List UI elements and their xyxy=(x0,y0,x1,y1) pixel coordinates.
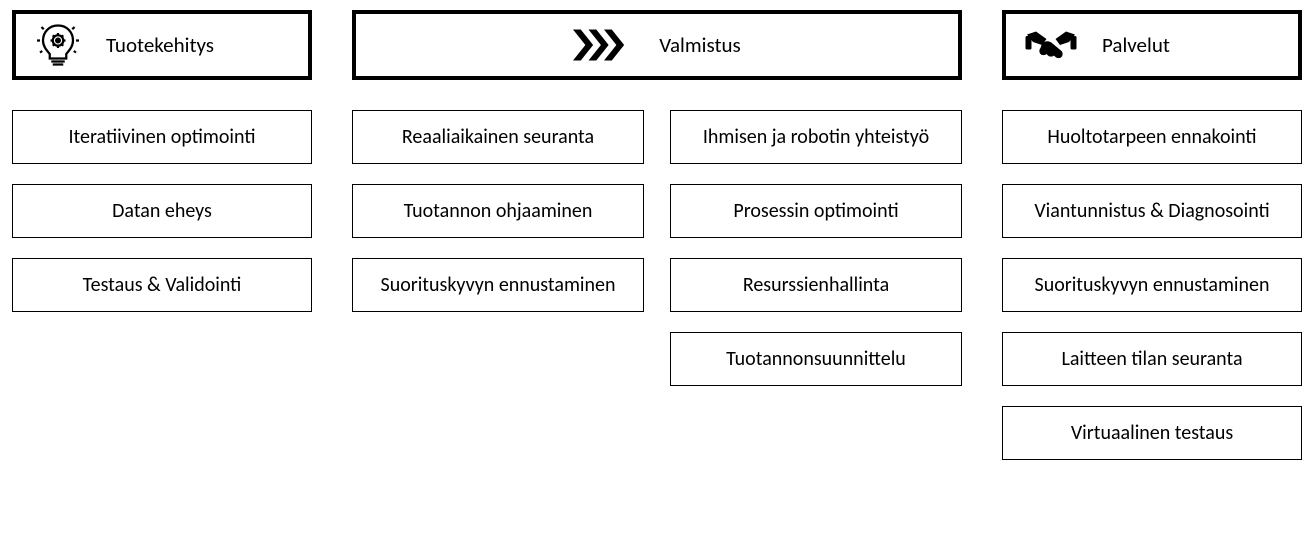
item-box: Reaaliaikainen seuranta xyxy=(352,110,644,164)
section-title: Tuotekehitys xyxy=(106,32,214,58)
lightbulb-gear-icon xyxy=(34,21,82,69)
item-box: Suorituskyvyn ennustaminen xyxy=(1002,258,1302,312)
item-box: Laitteen tilan seuranta xyxy=(1002,332,1302,386)
handshake-icon xyxy=(1024,25,1078,65)
item-box: Virtuaalinen testaus xyxy=(1002,406,1302,460)
section-title: Valmistus xyxy=(659,32,740,58)
item-box: Testaus & Validointi xyxy=(12,258,312,312)
item-box: Tuotannonsuunnittelu xyxy=(670,332,962,386)
section-title: Palvelut xyxy=(1102,32,1170,58)
section-header-palvelut: Palvelut xyxy=(1002,10,1302,80)
item-box: Huoltotarpeen ennakointi xyxy=(1002,110,1302,164)
items-tuotekehitys: Iteratiivinen optimointi Datan eheys Tes… xyxy=(12,110,312,312)
item-box: Prosessin optimointi xyxy=(670,184,962,238)
diagram-grid: Tuotekehitys Iteratiivinen optimointi Da… xyxy=(12,10,1302,460)
chevrons-right-icon xyxy=(573,25,635,65)
item-box: Resurssienhallinta xyxy=(670,258,962,312)
section-header-valmistus: Valmistus xyxy=(352,10,962,80)
item-box: Ihmisen ja robotin yhteistyö xyxy=(670,110,962,164)
items-valmistus: Reaaliaikainen seuranta Ihmisen ja robot… xyxy=(352,110,962,386)
item-box: Datan eheys xyxy=(12,184,312,238)
section-palvelut: Palvelut Huoltotarpeen ennakointi Viantu… xyxy=(1002,10,1302,460)
section-valmistus: Valmistus Reaaliaikainen seuranta Ihmise… xyxy=(352,10,962,460)
items-palvelut: Huoltotarpeen ennakointi Viantunnistus &… xyxy=(1002,110,1302,460)
section-header-tuotekehitys: Tuotekehitys xyxy=(12,10,312,80)
item-box: Iteratiivinen optimointi xyxy=(12,110,312,164)
item-box: Viantunnistus & Diagnosointi xyxy=(1002,184,1302,238)
item-box: Tuotannon ohjaaminen xyxy=(352,184,644,238)
item-box: Suorituskyvyn ennustaminen xyxy=(352,258,644,312)
section-tuotekehitys: Tuotekehitys Iteratiivinen optimointi Da… xyxy=(12,10,312,460)
